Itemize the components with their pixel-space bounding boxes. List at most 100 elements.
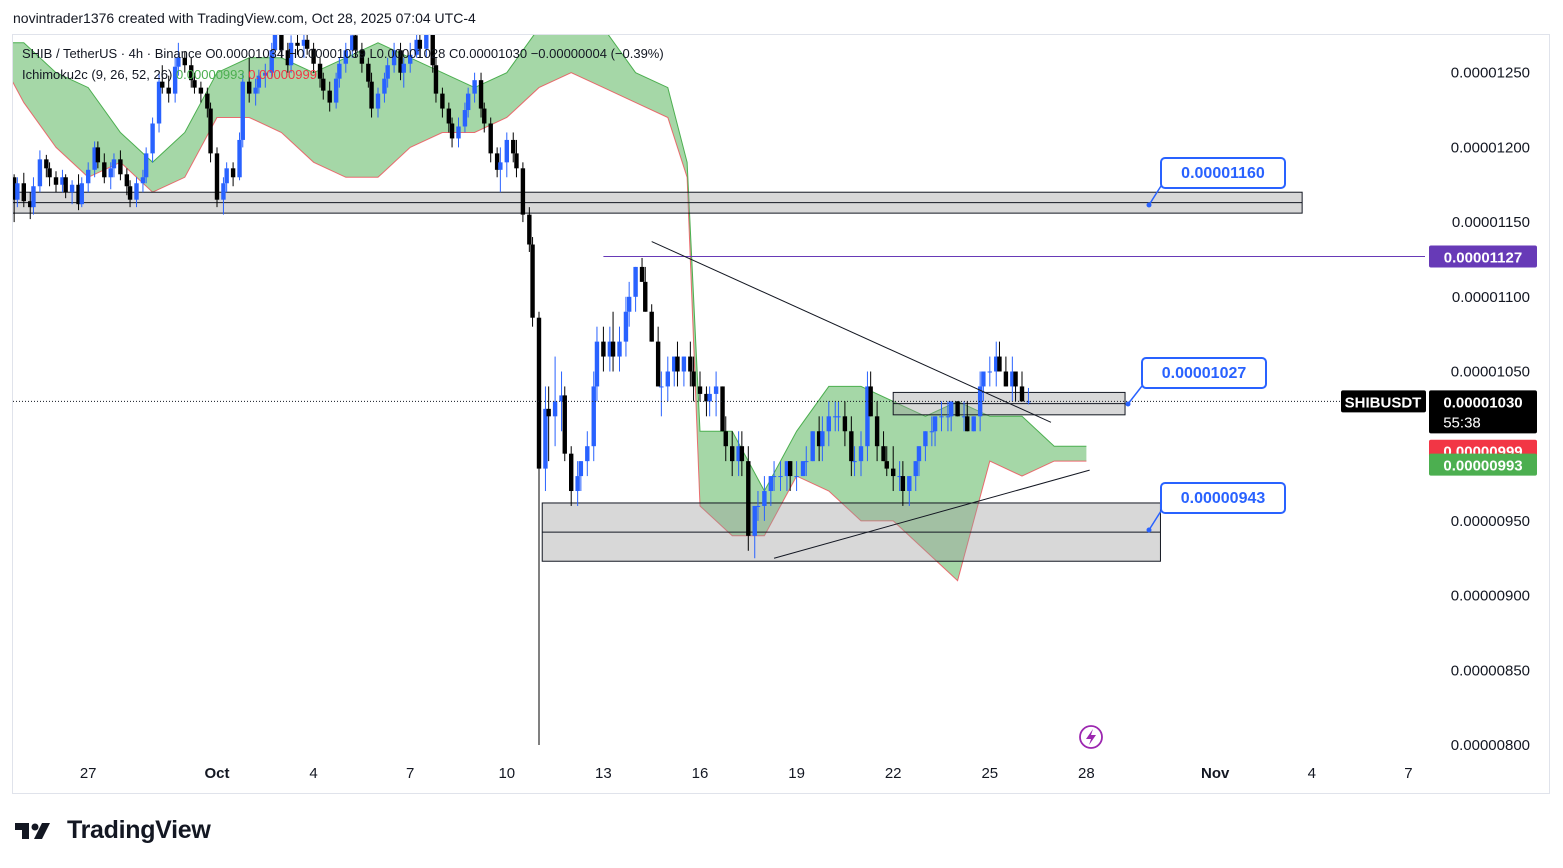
candle-body: [317, 63, 323, 79]
y-tick-label: 0.00001200: [1451, 139, 1530, 156]
candle-body: [143, 153, 149, 178]
symbol-tag[interactable]: [1341, 390, 1426, 413]
candle-body: [884, 461, 889, 469]
candle-body: [408, 54, 413, 64]
candle-body: [285, 50, 291, 66]
candle-body: [810, 431, 815, 462]
candle-body: [60, 177, 65, 185]
candle-body: [858, 446, 864, 462]
candle-body: [272, 35, 278, 51]
candle-body: [240, 81, 245, 140]
y-tick-label: 0.00000950: [1451, 513, 1530, 530]
candle-body: [672, 356, 677, 372]
candle-body: [1003, 371, 1009, 387]
candle-body: [214, 153, 220, 200]
candle-body: [92, 147, 97, 170]
candle-body: [833, 416, 838, 418]
candle-body: [997, 356, 1002, 372]
candle-body: [578, 461, 584, 477]
candle-body: [124, 174, 130, 187]
descending-trendline: [651, 241, 1052, 423]
candle-body: [881, 446, 886, 462]
candle-body: [746, 461, 751, 536]
candle-body: [279, 35, 284, 51]
plot-area[interactable]: [0, 13, 1425, 745]
candle-body: [1019, 386, 1025, 402]
candle-body: [230, 168, 236, 178]
candle-body: [478, 80, 484, 109]
candle-body: [150, 123, 155, 154]
candle-body: [301, 39, 307, 46]
candle-body: [446, 108, 452, 124]
candle-body: [375, 93, 381, 109]
y-tick-label: 0.00001050: [1451, 364, 1530, 381]
candle-body: [95, 147, 101, 163]
high-value: H0.00001039: [287, 46, 366, 61]
candle-body: [31, 186, 36, 208]
candle-body: [730, 446, 735, 462]
candle-body: [0, 162, 3, 183]
candle-body: [385, 65, 390, 79]
x-tick-label: 25: [981, 765, 998, 782]
x-tick-label: 16: [692, 765, 709, 782]
resistance-tag[interactable]: [1429, 245, 1537, 268]
candle-body: [891, 468, 896, 477]
resistance-text: 0.00001127: [1444, 249, 1522, 266]
callout-box[interactable]: [1160, 157, 1286, 189]
candle-body: [649, 311, 654, 342]
candle-body: [720, 386, 725, 432]
candle-body: [79, 183, 84, 205]
candle-body: [63, 177, 68, 193]
candle-body: [498, 162, 503, 170]
brand-name: TradingView: [67, 816, 211, 844]
candle-body: [514, 153, 519, 169]
candle-body: [140, 177, 146, 184]
chart-caption: novintrader1376 created with TradingView…: [13, 10, 476, 26]
candle-body: [929, 431, 935, 433]
x-tick-label: 7: [1404, 765, 1412, 782]
indicator-legend[interactable]: Ichimoku2c (9, 26, 52, 26) 0.00000993 0.…: [22, 67, 317, 82]
indicator-value-b: 0.00000999: [248, 67, 317, 82]
chart-frame[interactable]: [12, 34, 1550, 794]
symbol-legend[interactable]: SHIB / TetherUS · 4h · Binance O0.000010…: [22, 46, 664, 61]
callout-box[interactable]: [1141, 357, 1267, 389]
candle-body: [601, 341, 606, 357]
candle-body: [633, 266, 638, 297]
low-value: L0.00001028: [369, 46, 446, 61]
close-value: C0.00001030: [448, 46, 528, 61]
candle-body: [343, 50, 348, 64]
candle-body: [559, 395, 564, 402]
last-price-tag[interactable]: [1429, 390, 1537, 434]
x-tick-label: 19: [788, 765, 805, 782]
candle-body: [659, 386, 664, 388]
candle-body: [826, 416, 831, 432]
lightning-icon[interactable]: [1079, 725, 1103, 749]
callout-label: 0.00000943: [1181, 490, 1266, 507]
candle-body: [111, 159, 117, 169]
candle-body: [205, 93, 210, 109]
candle-body: [643, 281, 648, 312]
candle-body: [221, 183, 226, 200]
candle-body: [771, 476, 777, 478]
candle-body: [955, 401, 960, 417]
candle-body: [923, 431, 928, 447]
candle-body: [665, 371, 670, 387]
tradingview-logo[interactable]: TradingView: [15, 816, 211, 845]
candle-body: [366, 63, 371, 82]
candle-body: [639, 266, 645, 282]
x-tick-label: 4: [1308, 765, 1316, 782]
callout-anchor-dot: [1125, 401, 1131, 407]
callout-box[interactable]: [1160, 482, 1286, 514]
candle-body: [382, 78, 387, 94]
candle-body: [1010, 371, 1015, 387]
candle-body: [472, 80, 477, 94]
callout-label: 0.00001027: [1162, 365, 1247, 382]
callout-pointer: [1127, 385, 1143, 405]
candle-body: [916, 446, 922, 462]
candle-body: [688, 356, 693, 372]
ichimoku-b-tag[interactable]: [1429, 453, 1537, 476]
candle-body: [961, 416, 967, 418]
candle-body: [723, 431, 728, 447]
x-tick-label: Nov: [1201, 765, 1230, 782]
